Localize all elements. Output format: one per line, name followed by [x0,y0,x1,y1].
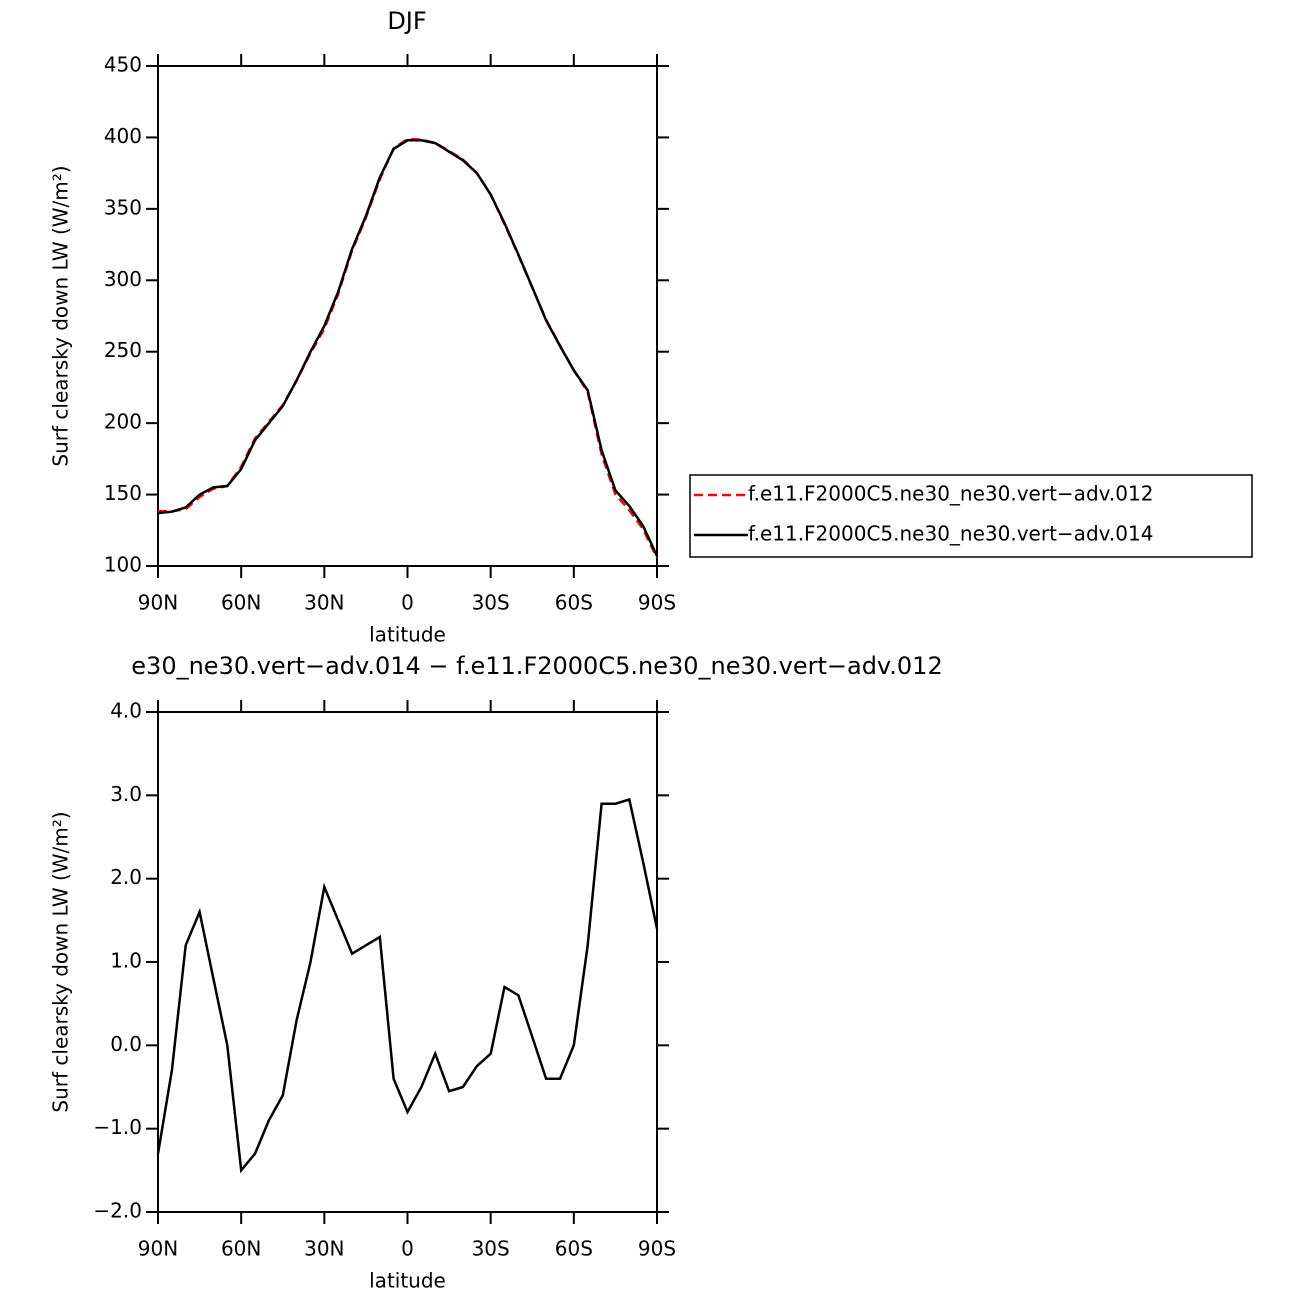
x-tick-label: 60N [221,591,261,615]
x-tick-label: 60S [555,591,593,615]
y-tick-label: 0.0 [110,1032,142,1056]
data-line [156,797,659,1174]
x-tick-label: 60S [555,1237,593,1261]
y-tick-label: 200 [104,410,142,434]
y-tick-label: 150 [104,481,142,505]
x-tick-label: 90N [138,591,178,615]
y-tick-label: 4.0 [110,699,142,723]
y-axis-label: Surf clearsky down LW (W/m²) [49,811,73,1112]
y-tick-label: 450 [104,53,142,77]
x-tick-label: 90N [138,1237,178,1261]
y-tick-label: 3.0 [110,782,142,806]
y-tick-label: 100 [104,553,142,577]
x-tick-label: 0 [401,1237,414,1261]
y-tick-label: −2.0 [93,1199,142,1223]
x-tick-label: 60N [221,1237,261,1261]
x-tick-label: 30N [304,1237,344,1261]
x-axis-label: latitude [369,623,446,647]
y-tick-label: 400 [104,124,142,148]
chart-title: DJF [387,7,426,35]
chart-title: e30_ne30.vert−adv.014 − f.e11.F2000C5.ne… [131,652,942,680]
x-tick-label: 0 [401,591,414,615]
x-tick-label: 30S [472,591,510,615]
y-tick-label: −1.0 [93,1115,142,1139]
plot-frame [157,711,658,1213]
y-tick-label: 1.0 [110,949,142,973]
y-tick-label: 250 [104,338,142,362]
legend-box [689,474,1253,558]
legend-label: f.e11.F2000C5.ne30_ne30.vert−adv.014 [748,522,1153,546]
y-tick-label: 2.0 [110,865,142,889]
y-tick-label: 300 [104,267,142,291]
data-line [157,139,659,557]
y-axis-label: Surf clearsky down LW (W/m²) [49,165,73,466]
x-tick-label: 30S [472,1237,510,1261]
x-tick-label: 90S [638,1237,676,1261]
y-tick-label: 350 [104,195,142,219]
x-axis-label: latitude [369,1269,446,1293]
data-line [158,137,659,559]
legend-label: f.e11.F2000C5.ne30_ne30.vert−adv.012 [748,482,1153,506]
x-tick-label: 30N [304,591,344,615]
x-tick-label: 90S [638,591,676,615]
